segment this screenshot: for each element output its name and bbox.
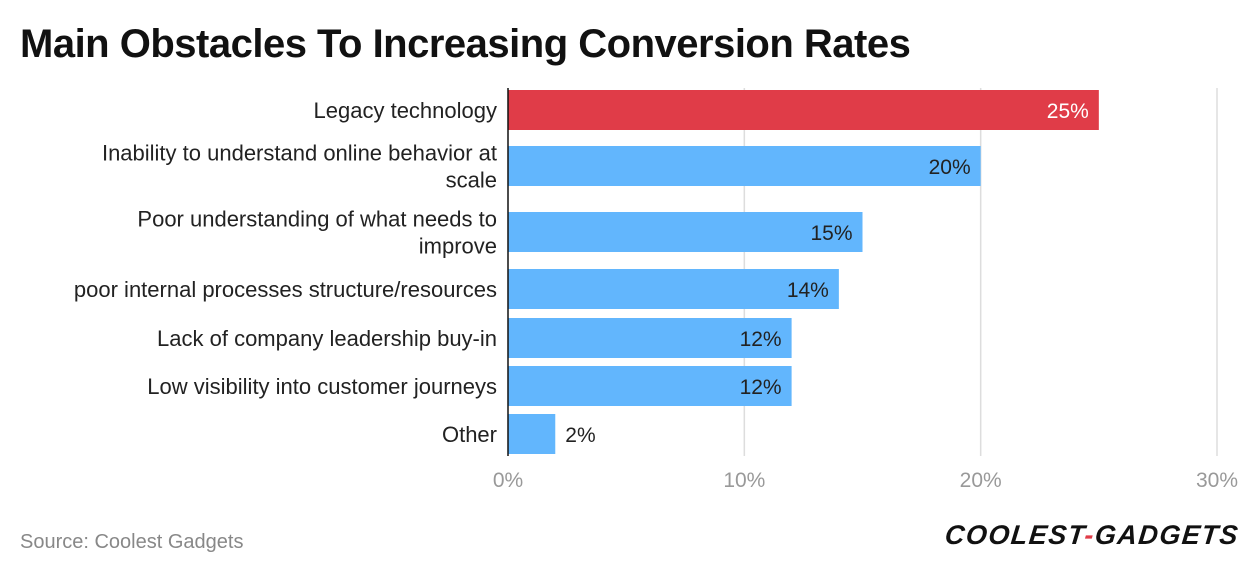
category-label: Low visibility into customer journeys (147, 374, 497, 399)
category-label: Poor understanding of what needs to impro… (137, 207, 497, 259)
x-tick-label: 30% (1196, 469, 1238, 492)
source-note: Source: Coolest Gadgets (20, 531, 244, 553)
bar (508, 212, 863, 252)
bar (508, 269, 839, 309)
category-label-line: improve (419, 234, 497, 259)
brand-logo: COOLEST-GADGETS (943, 520, 1240, 551)
value-label: 14% (787, 279, 829, 302)
category-label-line: Lack of company leadership buy-in (157, 326, 497, 351)
category-label-line: Inability to understand online behavior … (102, 141, 497, 166)
value-label: 25% (1047, 100, 1089, 123)
bar (508, 318, 792, 358)
value-label: 12% (740, 376, 782, 399)
logo-text-coolest: COOLEST (943, 520, 1087, 550)
x-tick-label: 20% (960, 469, 1002, 492)
bar (508, 414, 556, 454)
category-label: Other (442, 422, 497, 447)
logo-text-gadgets: GADGETS (1093, 520, 1240, 550)
bar (508, 146, 981, 186)
category-label: Inability to understand online behavior … (102, 141, 497, 193)
category-label-line: Legacy technology (314, 98, 497, 123)
bar (508, 366, 792, 406)
chart-title: Main Obstacles To Increasing Conversion … (20, 22, 911, 66)
x-tick-label: 10% (723, 469, 765, 492)
category-label-line: poor internal processes structure/resour… (74, 277, 497, 302)
value-label: 12% (740, 328, 782, 351)
category-label-line: scale (446, 168, 497, 193)
category-label: poor internal processes structure/resour… (74, 277, 497, 302)
value-label: 20% (929, 156, 971, 179)
bars (508, 90, 1099, 454)
labels: 0% 10% 20% 30% 25% Legacy technology 20% Inabil… (74, 98, 1238, 492)
bar (508, 90, 1099, 130)
x-tick-label: 0% (493, 469, 523, 492)
category-label: Legacy technology (314, 98, 497, 123)
value-label: 15% (810, 222, 852, 245)
value-label: 2% (565, 424, 595, 447)
category-label-line: Other (442, 422, 497, 447)
category-label-line: Poor understanding of what needs to (137, 207, 497, 232)
category-label-line: Low visibility into customer journeys (147, 374, 497, 399)
category-label: Lack of company leadership buy-in (157, 326, 497, 351)
